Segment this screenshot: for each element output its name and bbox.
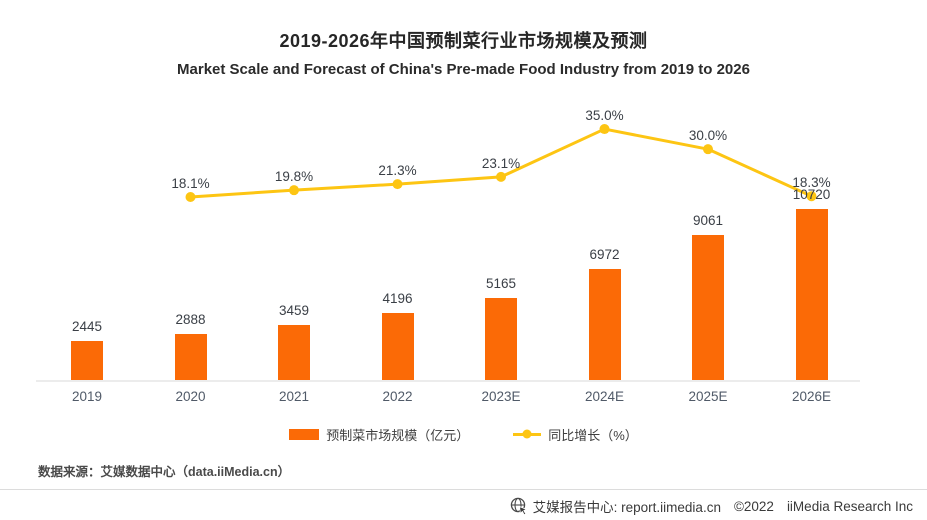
legend-line-label: 同比增长（%） — [548, 427, 638, 443]
x-tick-2024E: 2024E — [584, 389, 625, 404]
growth-point-2025E — [703, 144, 713, 155]
growth-point-2020 — [185, 192, 196, 202]
data-source-note: 数据来源：艾媒数据中心（data.iiMedia.cn） — [38, 465, 291, 479]
legend-item-bar-series: 预制菜市场规模（亿元） — [289, 425, 469, 444]
bar-2020 — [174, 334, 207, 380]
footer-branding: 艾媒报告中心: report.iimedia.cn ©2022 iiMedia … — [510, 496, 913, 516]
chart-title: 2019-2026年中国预制菜行业市场规模及预测 — [279, 31, 648, 51]
bar-2019 — [71, 341, 103, 380]
growth-label-2023E: 23.1% — [481, 155, 521, 171]
bar-2025E — [692, 235, 724, 380]
growth-label-2020: 18.1% — [171, 176, 210, 191]
bar-2026E — [795, 209, 828, 380]
growth-label-2026E: 18.3% — [792, 175, 831, 191]
x-tick-2020: 2020 — [175, 389, 206, 404]
growth-point-2023E — [496, 171, 506, 182]
x-tick-2021: 2021 — [278, 389, 310, 404]
bar-value-2024E: 6972 — [589, 247, 620, 262]
footer-divider — [0, 489, 927, 490]
bar-2024E — [588, 269, 621, 380]
x-tick-2023E: 2023E — [481, 389, 521, 404]
bar-value-2020: 2888 — [175, 312, 206, 327]
line-series-dot-icon — [522, 429, 532, 439]
report-center-text: 艾媒报告中心: report.iimedia.cn — [532, 500, 721, 515]
bar-value-2021: 3459 — [278, 303, 310, 318]
company-name: iiMedia Research Inc — [786, 498, 913, 514]
chart-subtitle: Market Scale and Forecast of China's Pre… — [177, 61, 750, 78]
legend-bar-label: 预制菜市场规模（亿元） — [326, 427, 470, 443]
growth-label-2025E: 30.0% — [688, 128, 728, 144]
growth-point-2022 — [392, 179, 403, 190]
growth-label-2022: 21.3% — [378, 163, 417, 179]
growth-point-2021 — [289, 185, 299, 196]
growth-label-2024E: 35.0% — [585, 108, 624, 124]
bar-value-2023E: 5165 — [485, 276, 517, 291]
globe-cursor-icon — [510, 497, 528, 515]
growth-point-2024E — [599, 124, 610, 135]
legend-item-line-series: 同比增长（%） — [513, 425, 638, 444]
bar-series-swatch-icon — [289, 428, 320, 440]
x-axis-line — [36, 380, 860, 382]
bar-2023E — [485, 298, 517, 380]
growth-label-2021: 19.8% — [274, 169, 314, 185]
line-series-marker-icon — [513, 429, 542, 439]
x-tick-2025E: 2025E — [688, 389, 728, 404]
bar-2022 — [381, 313, 414, 380]
x-tick-2026E: 2026E — [791, 389, 832, 404]
bar-2021 — [278, 325, 310, 380]
report-center-group: 艾媒报告中心: report.iimedia.cn — [510, 496, 721, 516]
bar-value-2019: 2445 — [71, 319, 103, 334]
x-tick-2022: 2022 — [382, 389, 413, 404]
x-tick-2019: 2019 — [71, 389, 103, 404]
copyright-text: ©2022 — [733, 498, 774, 514]
bar-value-2022: 4196 — [382, 291, 413, 306]
legend: 预制菜市场规模（亿元） 同比增长（%） — [0, 425, 927, 444]
bar-value-2025E: 9061 — [692, 213, 724, 228]
